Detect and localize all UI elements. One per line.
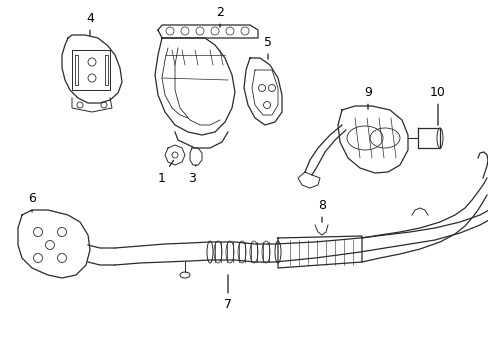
Text: 1: 1 (158, 160, 173, 185)
Text: 4: 4 (86, 12, 94, 35)
Text: 7: 7 (224, 275, 231, 311)
Text: 8: 8 (317, 198, 325, 222)
Text: 2: 2 (216, 5, 224, 27)
Text: 5: 5 (264, 36, 271, 59)
Text: 9: 9 (364, 86, 371, 109)
Text: 3: 3 (188, 165, 196, 185)
Text: 10: 10 (429, 86, 445, 125)
Text: 6: 6 (28, 192, 36, 212)
